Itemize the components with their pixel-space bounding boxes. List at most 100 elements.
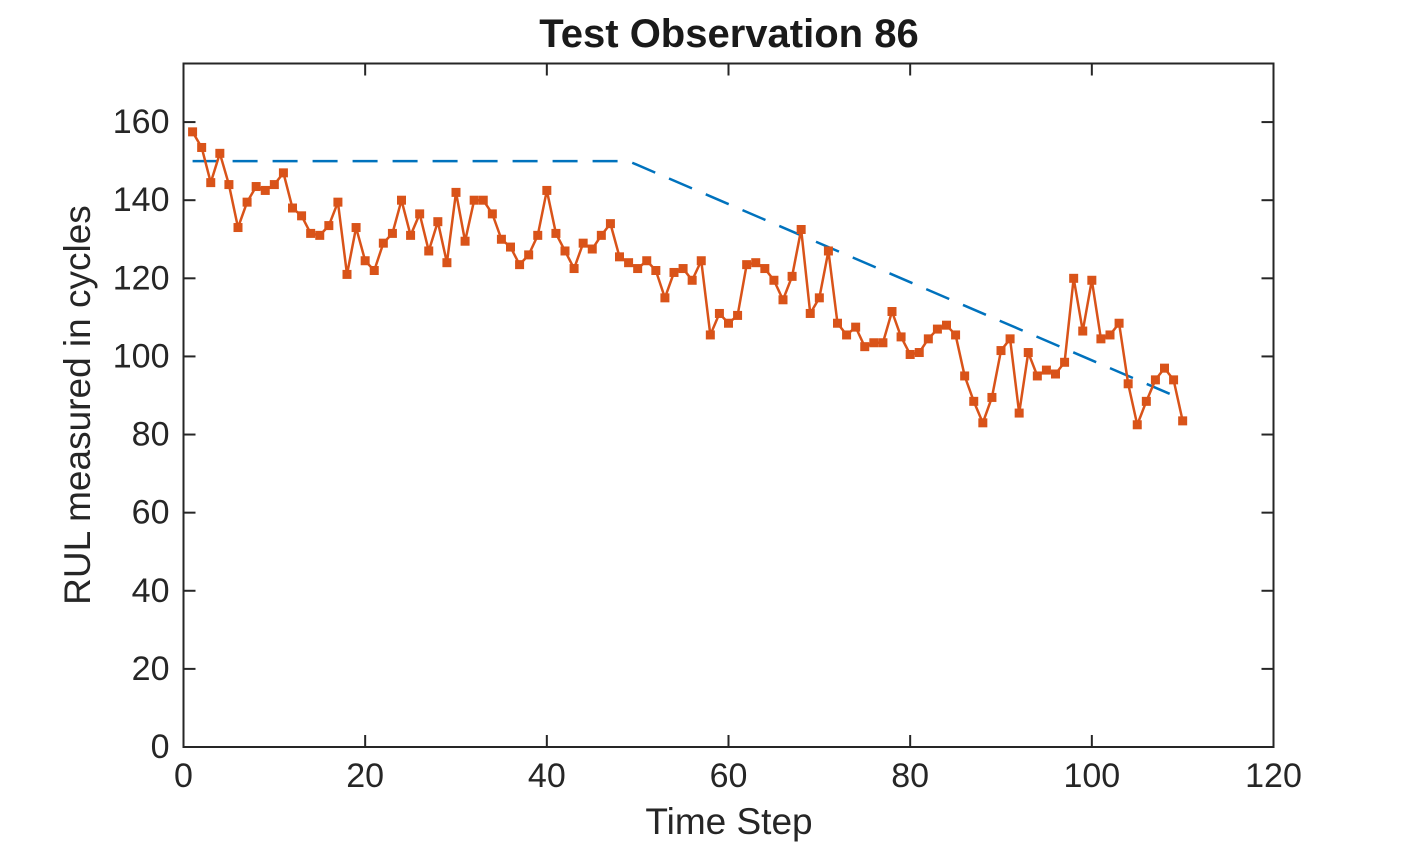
rul-prediction-marker <box>796 224 806 234</box>
rul-prediction-marker <box>333 197 343 207</box>
rul-prediction-marker <box>787 271 797 281</box>
rul-prediction-marker <box>878 338 888 348</box>
rul-prediction-marker <box>515 260 525 270</box>
rul-prediction-marker <box>633 264 643 274</box>
rul-prediction-marker <box>705 330 715 340</box>
rul-prediction-marker <box>1114 318 1124 328</box>
rul-prediction-marker <box>733 310 743 320</box>
rul-prediction-marker <box>378 238 388 248</box>
y-axis-label: RUL measured in cycles <box>57 205 98 605</box>
rul-prediction-marker <box>914 348 924 358</box>
rul-prediction-marker <box>1005 334 1015 344</box>
rul-prediction-marker <box>587 244 597 254</box>
rul-prediction-marker <box>278 168 288 178</box>
rul-prediction-marker <box>360 256 370 266</box>
rul-prediction-marker <box>678 264 688 274</box>
x-tick-label: 120 <box>1245 757 1302 795</box>
rul-prediction-marker <box>660 293 670 303</box>
rul-prediction-marker <box>969 396 979 406</box>
rul-prediction-marker <box>469 195 479 205</box>
rul-prediction-marker <box>996 346 1006 356</box>
y-tick-label: 100 <box>113 337 170 375</box>
rul-prediction-marker <box>215 148 225 158</box>
rul-prediction-marker <box>206 178 216 188</box>
rul-prediction-marker <box>960 371 970 381</box>
rul-prediction-marker <box>905 349 915 359</box>
rul-prediction-marker <box>433 217 443 227</box>
rul-prediction-marker <box>742 260 752 270</box>
rul-prediction-marker <box>387 228 397 238</box>
x-axis-label: Time Step <box>645 801 813 842</box>
rul-prediction-marker <box>1032 371 1042 381</box>
rul-prediction-marker <box>233 223 243 233</box>
rul-prediction-marker <box>596 230 606 240</box>
rul-prediction-marker <box>351 223 361 233</box>
rul-prediction-marker <box>769 275 779 285</box>
rul-prediction-marker <box>1123 379 1133 389</box>
rul-prediction-marker <box>932 324 942 334</box>
rul-prediction-marker <box>724 318 733 328</box>
rul-prediction-marker <box>942 320 951 330</box>
rul-prediction-marker <box>251 182 261 192</box>
rul-prediction-marker <box>551 228 561 238</box>
rul-prediction-marker <box>533 230 543 240</box>
rul-prediction-marker <box>615 252 624 262</box>
rul-prediction-marker <box>923 334 933 344</box>
rul-prediction-marker <box>896 332 906 342</box>
x-tick-label: 80 <box>891 757 929 795</box>
y-tick-label: 120 <box>113 259 170 297</box>
y-tick-label: 140 <box>113 181 170 219</box>
rul-prediction-marker <box>642 256 652 266</box>
rul-prediction-marker <box>306 228 316 238</box>
rul-prediction-marker <box>1051 369 1060 379</box>
rul-prediction-marker <box>1150 375 1160 385</box>
rul-prediction-marker <box>1069 273 1079 283</box>
rul-prediction-marker <box>315 230 325 240</box>
rul-prediction-marker <box>1178 416 1188 426</box>
chart-title: Test Observation 86 <box>539 12 919 56</box>
rul-prediction-marker <box>342 269 352 279</box>
rul-prediction-marker <box>1060 357 1070 367</box>
rul-prediction-marker <box>569 264 579 274</box>
rul-prediction-marker <box>397 195 406 205</box>
rul-prediction-marker <box>406 230 416 240</box>
rul-prediction-marker <box>751 258 761 268</box>
rul-prediction-marker <box>851 322 861 332</box>
rul-prediction-marker <box>760 264 770 274</box>
rul-prediction-marker <box>242 197 252 207</box>
rul-prediction-marker <box>1096 334 1106 344</box>
rul-prediction-marker <box>1078 326 1088 336</box>
x-tick-label: 40 <box>528 757 566 795</box>
rul-prediction-marker <box>869 338 879 348</box>
y-tick-label: 40 <box>132 572 170 610</box>
rul-prediction-marker <box>805 308 815 318</box>
rul-prediction-marker <box>823 246 833 256</box>
plot-frame <box>182 62 1275 748</box>
rul-prediction-marker <box>424 246 434 256</box>
rul-prediction-marker <box>269 180 279 190</box>
rul-prediction-marker <box>260 185 270 195</box>
rul-prediction-marker <box>524 250 534 260</box>
rul-prediction-marker <box>460 236 470 246</box>
rul-prediction-marker <box>696 256 706 266</box>
rul-prediction-marker <box>1014 408 1024 418</box>
x-tick-label: 0 <box>174 757 193 795</box>
rul-prediction-marker <box>651 266 661 276</box>
rul-prediction-marker <box>814 293 824 303</box>
rul-prediction-marker <box>1087 275 1097 285</box>
rul-prediction-marker <box>842 330 852 340</box>
rul-prediction-marker <box>987 392 997 402</box>
rul-prediction-marker <box>496 234 506 244</box>
rul-prediction-marker <box>224 180 234 190</box>
y-tick-label: 0 <box>151 728 170 766</box>
rul-prediction-marker <box>478 195 488 205</box>
rul-prediction-marker <box>714 308 724 318</box>
true-rul-line <box>192 159 1184 401</box>
rul-prediction-marker <box>1023 348 1033 358</box>
rul-prediction-marker <box>1041 365 1051 375</box>
rul-prediction-marker <box>778 295 788 305</box>
rul-prediction-marker <box>542 185 552 195</box>
rul-prediction-marker <box>442 258 452 268</box>
rul-prediction-marker <box>288 203 297 213</box>
